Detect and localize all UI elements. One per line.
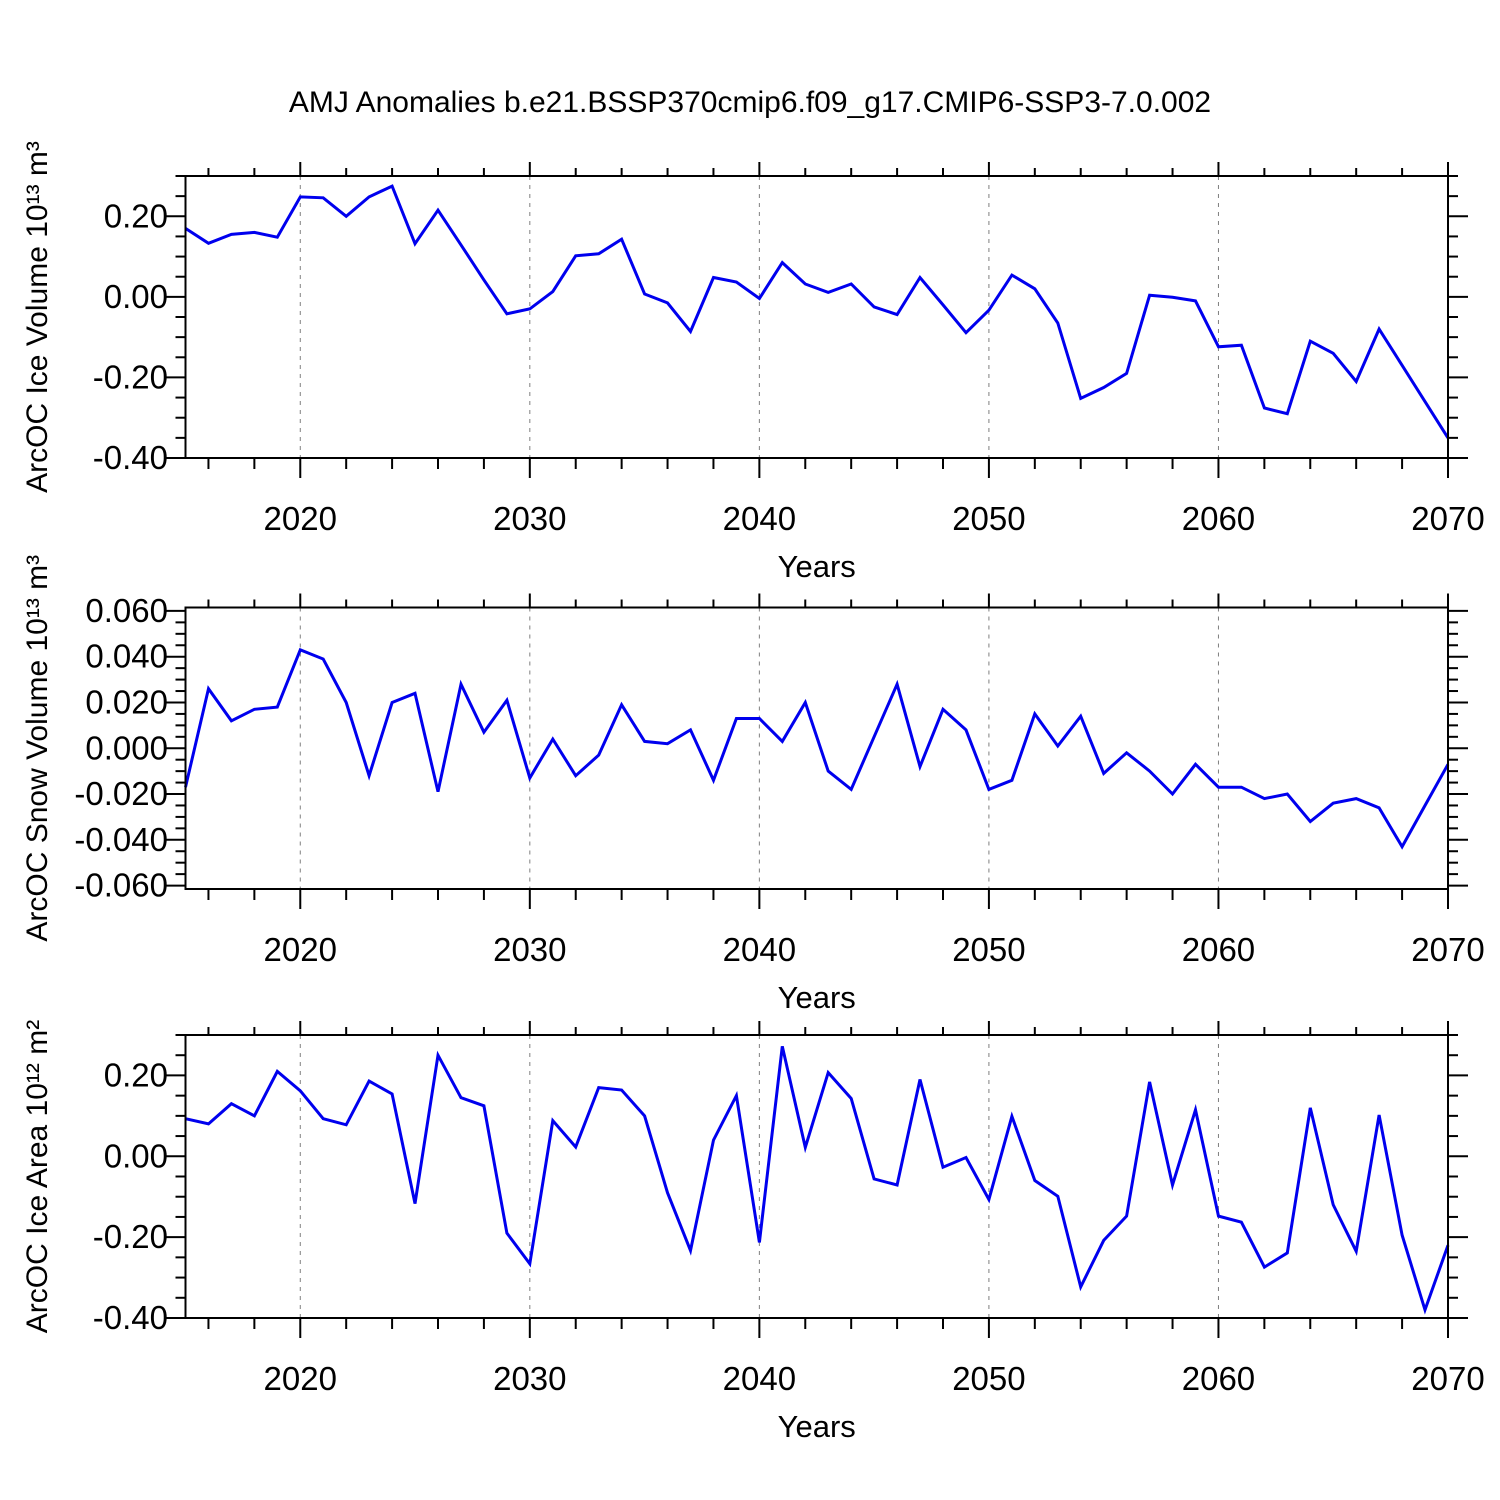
x-tick-label: 2020 <box>264 500 337 537</box>
x-tick-label: 2070 <box>1411 931 1484 968</box>
y-tick-label: -0.40 <box>93 1299 168 1336</box>
plot-border <box>184 175 1449 459</box>
x-tick-label: 2020 <box>264 1360 337 1397</box>
x-tick-label: 2040 <box>723 1360 796 1397</box>
x-tick-label: 2040 <box>723 931 796 968</box>
y-tick-label: 0.000 <box>85 729 168 766</box>
y-tick-label: -0.040 <box>74 821 168 858</box>
y-tick-label: 0.00 <box>104 1137 168 1174</box>
y-tick-label: 0.020 <box>85 683 168 720</box>
ice-volume-line <box>184 184 1450 439</box>
y-tick-label: 0.060 <box>85 592 168 629</box>
x-tick-label: 2030 <box>493 1360 566 1397</box>
x-tick-label: 2040 <box>723 500 796 537</box>
y-tick-label: -0.20 <box>93 1218 168 1255</box>
plot-border <box>184 1034 1449 1319</box>
y-axis-title: ArcOC Snow Volume 10¹³ m³ <box>21 555 54 942</box>
x-tick-label: 2060 <box>1182 500 1255 537</box>
y-tick-label: -0.020 <box>74 775 168 812</box>
figure-title: AMJ Anomalies b.e21.BSSP370cmip6.f09_g17… <box>288 86 1212 119</box>
x-tick-label: 2050 <box>952 500 1025 537</box>
y-axis-title: ArcOC Ice Volume 10¹³ m³ <box>21 141 54 493</box>
x-tick-label: 2030 <box>493 500 566 537</box>
x-tick-label: 2070 <box>1411 1360 1484 1397</box>
panel-ice-volume: 2020 2030 2040 2050 2060 2070 0.20 0.00 -0.20 -0.… <box>21 141 1485 584</box>
y-tick-label: 0.00 <box>104 278 168 315</box>
y-tick-label: 0.20 <box>104 197 168 234</box>
y-axis-title: ArcOC Ice Area 10¹² m² <box>21 1020 54 1333</box>
snow-volume-line <box>184 647 1450 850</box>
x-tick-label: 2030 <box>493 931 566 968</box>
x-tick-label: 2060 <box>1182 1360 1255 1397</box>
x-axis-title: Years <box>778 980 856 1015</box>
x-tick-label: 2020 <box>264 931 337 968</box>
x-tick-label: 2060 <box>1182 931 1255 968</box>
y-tick-label: 0.20 <box>104 1056 168 1093</box>
x-axis-title: Years <box>778 1409 856 1444</box>
x-tick-label: 2050 <box>952 931 1025 968</box>
x-tick-label: 2070 <box>1411 500 1484 537</box>
y-tick-label: -0.40 <box>93 439 168 476</box>
x-axis-title: Years <box>778 549 856 584</box>
x-tick-label: 2050 <box>952 1360 1025 1397</box>
panel-snow-volume: 2020 2030 2040 2050 2060 2070 0.060 0.040 0.020 0… <box>21 555 1485 1015</box>
y-tick-label: 0.040 <box>85 638 168 675</box>
y-tick-label: -0.20 <box>93 358 168 395</box>
y-tick-label: -0.060 <box>74 867 168 904</box>
plot-border <box>184 606 1449 890</box>
panel-ice-area: 2020 2030 2040 2050 2060 2070 0.20 0.00 -0.20 -0.… <box>21 1020 1485 1444</box>
ice-area-line <box>185 1045 1450 1315</box>
